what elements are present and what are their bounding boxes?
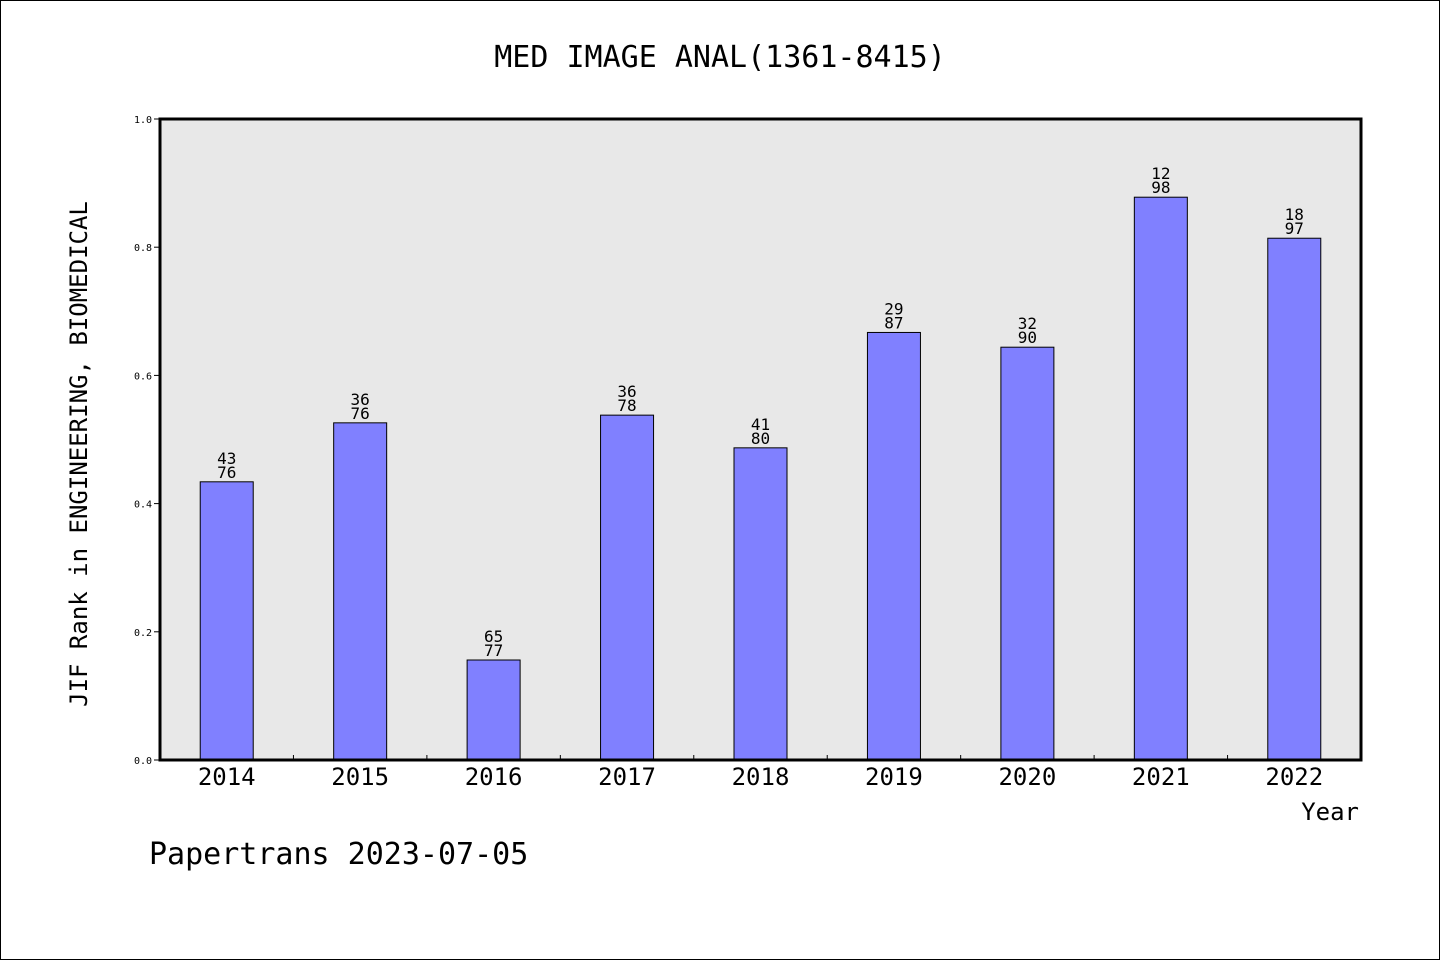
y-tick-label: 0.2 — [134, 628, 152, 639]
data-label-rank: 65 — [484, 627, 503, 646]
data-label-total: 98 — [1151, 178, 1170, 197]
data-label-total: 76 — [351, 404, 370, 423]
bar — [866, 331, 921, 761]
bar — [1267, 237, 1322, 761]
y-tick-label: 0.6 — [134, 371, 152, 382]
data-label-total: 76 — [217, 463, 236, 482]
x-tick-label: 2017 — [598, 763, 656, 791]
chart-title: MED IMAGE ANAL(1361-8415) — [494, 40, 946, 75]
data-label-rank: 36 — [351, 390, 370, 409]
y-tick-label: 0.4 — [134, 500, 152, 511]
y-tick-label: 1.0 — [134, 115, 152, 126]
data-label-total: 97 — [1285, 219, 1304, 238]
x-tick-label: 2020 — [998, 763, 1056, 791]
x-tick-label: 2015 — [331, 763, 389, 791]
data-label-rank: 36 — [617, 382, 636, 401]
data-label-total: 80 — [751, 429, 770, 448]
y-tick-label: 0.8 — [134, 243, 152, 254]
data-label-rank: 12 — [1151, 164, 1170, 183]
bar — [733, 447, 788, 761]
x-tick-label: 2021 — [1132, 763, 1190, 791]
footer-text: Papertrans 2023-07-05 — [149, 837, 528, 872]
data-label-total: 90 — [1018, 328, 1037, 347]
data-label-total: 78 — [617, 396, 636, 415]
bar — [333, 422, 388, 761]
y-tick-label: 0.0 — [134, 756, 152, 767]
x-tick-label: 2018 — [732, 763, 790, 791]
data-label-total: 87 — [884, 313, 903, 332]
bar — [199, 481, 254, 761]
data-label-total: 77 — [484, 641, 503, 660]
x-tick-label: 2016 — [465, 763, 523, 791]
x-tick-label: 2014 — [198, 763, 256, 791]
bar — [466, 659, 521, 761]
bar — [1000, 346, 1055, 761]
data-label-rank: 41 — [751, 415, 770, 434]
x-tick-label: 2022 — [1265, 763, 1323, 791]
y-axis-label: JIF Rank in ENGINEERING, BIOMEDICAL — [65, 201, 93, 707]
bar — [600, 414, 655, 761]
x-axis-label: Year — [1301, 798, 1359, 826]
data-label-rank: 32 — [1018, 314, 1037, 333]
plot-border — [158, 117, 1363, 762]
plot-area: 0.00.20.40.60.81.04376201436762015657720… — [134, 115, 1363, 791]
data-label-rank: 43 — [217, 449, 236, 468]
data-label-rank: 29 — [884, 299, 903, 318]
x-tick-label: 2019 — [865, 763, 923, 791]
data-label-rank: 18 — [1285, 205, 1304, 224]
bar — [1133, 196, 1188, 761]
